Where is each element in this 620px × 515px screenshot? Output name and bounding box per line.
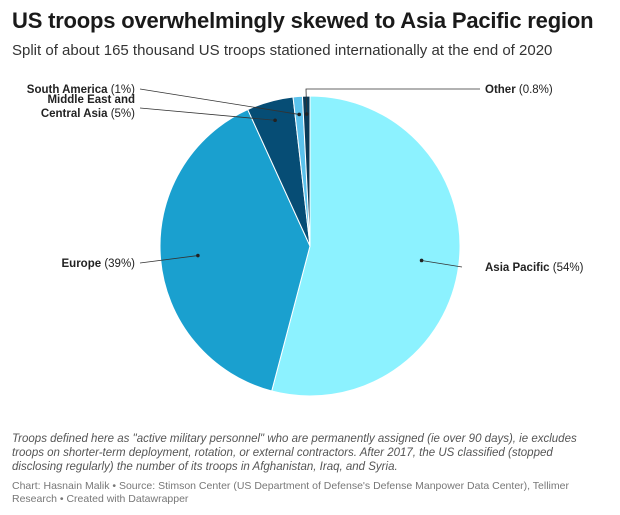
slice-label-other: Other (0.8%) [485, 84, 553, 96]
leader-dot-middle-east-and-central-asia [273, 118, 277, 123]
leader-line-asia-pacific [421, 260, 463, 268]
leader-line-south-america [139, 88, 300, 115]
leader-dot-other [304, 112, 309, 116]
pie-slice-asia-pacific [271, 95, 461, 397]
leader-line-middle-east-and-central-asia [139, 107, 276, 121]
slice-labels: Asia Pacific (54%) Europe (39%) Middle Eas… [27, 84, 584, 274]
leader-dot-south-america [297, 112, 302, 117]
leader-dot-asia-pacific [419, 258, 424, 263]
leader-line-europe [139, 255, 198, 264]
pie-slice-europe [159, 108, 311, 392]
leader-line-other [305, 88, 480, 115]
pie-chart: Asia Pacific (54%) Europe (39%) Middle Eas… [27, 84, 584, 397]
slice-label-europe: Europe (39%) [62, 258, 136, 270]
leader-dot-europe [196, 253, 200, 258]
slice-label-south-america: South America (1%) [27, 84, 135, 96]
slice-label-middle-east-and-central-asia: Middle East and Central Asia (5%) [41, 94, 135, 120]
slice-label-asia-pacific: Asia Pacific (54%) [485, 262, 584, 274]
chart-subtitle: Split of about 165 thousand US troops st… [12, 42, 553, 59]
chart-notes: Troops defined here as "active military … [12, 433, 577, 473]
chart-title: US troops overwhelmingly skewed to Asia … [12, 8, 594, 33]
leader-lines [139, 88, 480, 268]
pie-slices [159, 95, 461, 397]
chart-credits: Chart: Hasnain Malik • Source: Stimson C… [12, 480, 569, 505]
